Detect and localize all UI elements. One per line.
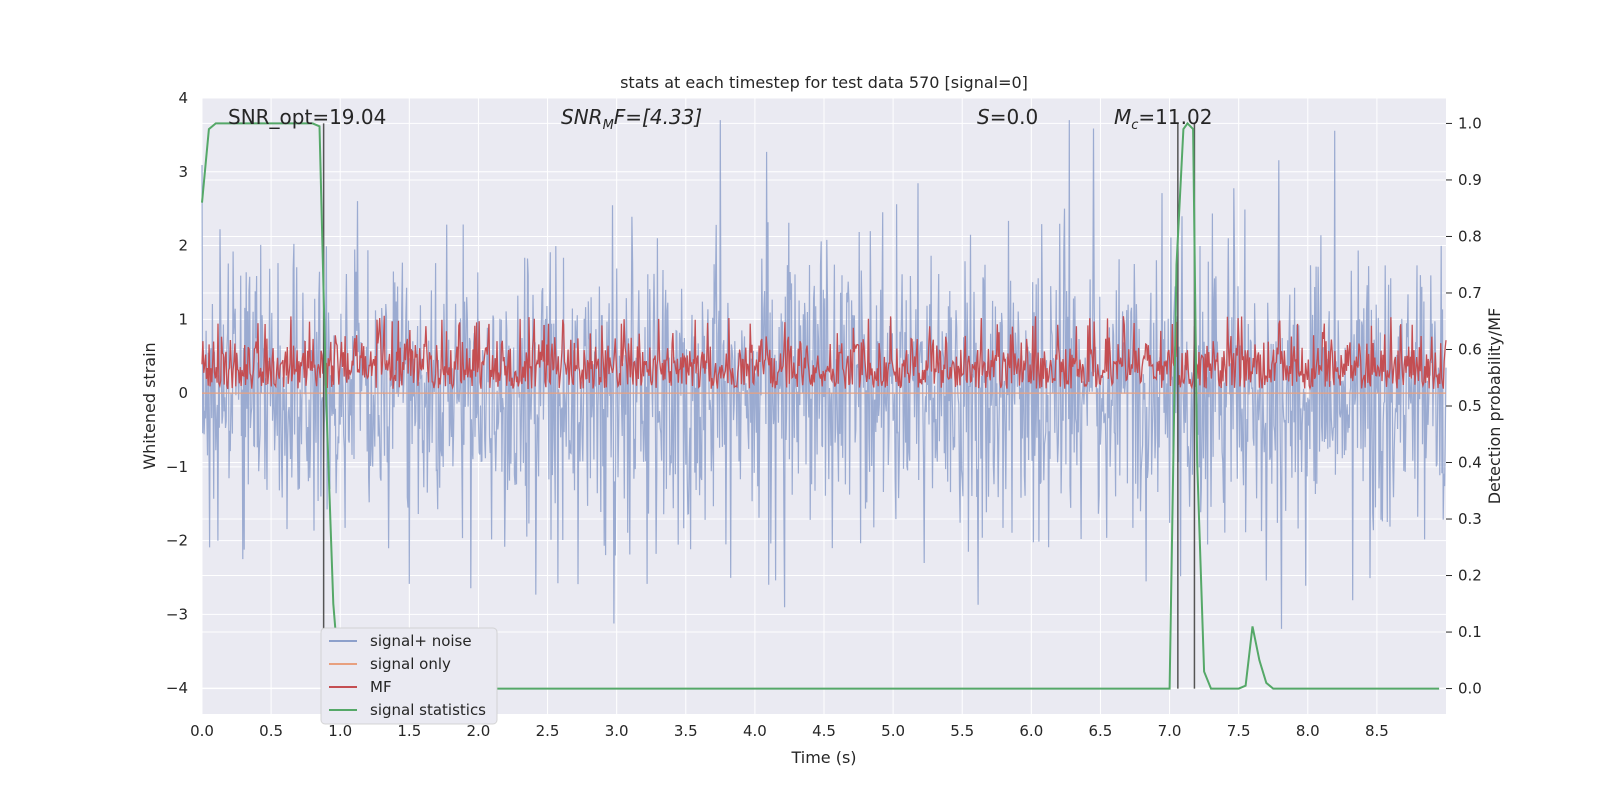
- y2-tick-label: 0.7: [1458, 284, 1482, 302]
- y2-tick-label: 0.4: [1458, 454, 1482, 472]
- x-axis-ticks: 0.0 0.5 1.0 1.5 2.0 2.5 3.0 3.5 4.0 4.5 5.0 5.5 6.0 6…: [190, 722, 1389, 740]
- legend-box: [320, 627, 498, 725]
- y-tick-label: 0: [178, 384, 188, 402]
- y-tick-label: 4: [178, 89, 188, 107]
- annotation-mc-sub: c: [1131, 118, 1138, 133]
- x-tick-label: 8.0: [1296, 722, 1320, 740]
- y2-axis-ticks: 1.0 0.9 0.8 0.7 0.6 0.5 0.4 0.3 0.2 0.1 0.0: [1446, 114, 1482, 698]
- y-tick-label: −1: [166, 458, 188, 476]
- y2-tick-label: 0.3: [1458, 510, 1482, 528]
- x-tick-label: 2.5: [536, 722, 560, 740]
- x-tick-label: 0.5: [259, 722, 283, 740]
- legend-label: MF: [370, 678, 392, 696]
- annotation-snr-mf-rest: F=[4.33]: [614, 105, 702, 129]
- x-tick-label: 5.0: [881, 722, 905, 740]
- legend-label: signal statistics: [370, 701, 486, 719]
- x-tick-label: 8.5: [1365, 722, 1389, 740]
- y2-tick-label: 0.5: [1458, 397, 1482, 415]
- annotation-snr-mf-main: SNR: [561, 105, 603, 129]
- annotation-s-rest: =0.0: [990, 105, 1039, 129]
- y-tick-label: 2: [178, 237, 188, 255]
- annotation-s: S=0.0: [977, 105, 1038, 129]
- noise-trace: [201, 120, 1447, 629]
- legend: signal+ noise signal only MF signal statist…: [320, 627, 498, 725]
- x-tick-label: 7.0: [1158, 722, 1182, 740]
- annotation-mc-main: M: [1114, 105, 1131, 129]
- y-tick-label: 1: [178, 310, 188, 328]
- x-tick-label: 6.5: [1089, 722, 1113, 740]
- x-tick-label: 7.5: [1227, 722, 1251, 740]
- annotation-mc-rest: =11.02: [1138, 105, 1212, 129]
- y-tick-label: −4: [166, 679, 188, 697]
- chart-title: stats at each timestep for test data 570…: [620, 73, 1028, 92]
- y-axis-label: Whitened strain: [140, 342, 159, 469]
- series-signal-noise: [201, 120, 1447, 629]
- annotation-s-main: S: [977, 105, 990, 129]
- x-tick-label: 5.5: [950, 722, 974, 740]
- annotation-mc: Mc=11.02: [1114, 105, 1212, 133]
- y-axis-ticks: 4 3 2 1 0 −1 −2 −3 −4: [166, 89, 188, 697]
- x-tick-label: 0.0: [190, 722, 214, 740]
- x-tick-label: 1.5: [397, 722, 421, 740]
- y2-tick-label: 0.8: [1458, 227, 1482, 245]
- y2-tick-label: 0.6: [1458, 340, 1482, 358]
- x-axis-label: Time (s): [790, 748, 856, 767]
- x-tick-label: 3.0: [605, 722, 629, 740]
- annotation-snr-mf-sub: M: [603, 118, 614, 133]
- x-tick-label: 3.5: [674, 722, 698, 740]
- series-mf: [201, 315, 1447, 391]
- y2-tick-label: 0.0: [1458, 680, 1482, 698]
- mf-trace: [201, 315, 1447, 391]
- legend-label: signal+ noise: [370, 632, 472, 650]
- y-tick-label: −2: [166, 532, 188, 550]
- x-tick-label: 1.0: [328, 722, 352, 740]
- x-tick-label: 6.0: [1019, 722, 1043, 740]
- x-tick-label: 4.5: [812, 722, 836, 740]
- y2-tick-label: 1.0: [1458, 114, 1482, 132]
- annotation-snr-mf: SNRMF=[4.33]: [561, 105, 702, 133]
- annotation-snr-opt: SNR_opt=19.04: [228, 105, 386, 129]
- y-tick-label: 3: [178, 163, 188, 181]
- series-signal-statistics: [201, 121, 1440, 690]
- y2-axis-label: Detection probability/MF: [1485, 308, 1504, 505]
- y2-tick-label: 0.1: [1458, 623, 1482, 641]
- legend-label: signal only: [370, 655, 451, 673]
- x-tick-label: 4.0: [743, 722, 767, 740]
- y-tick-label: −3: [166, 605, 188, 623]
- y2-tick-label: 0.2: [1458, 567, 1482, 585]
- x-tick-label: 2.0: [467, 722, 491, 740]
- y2-tick-label: 0.9: [1458, 171, 1482, 189]
